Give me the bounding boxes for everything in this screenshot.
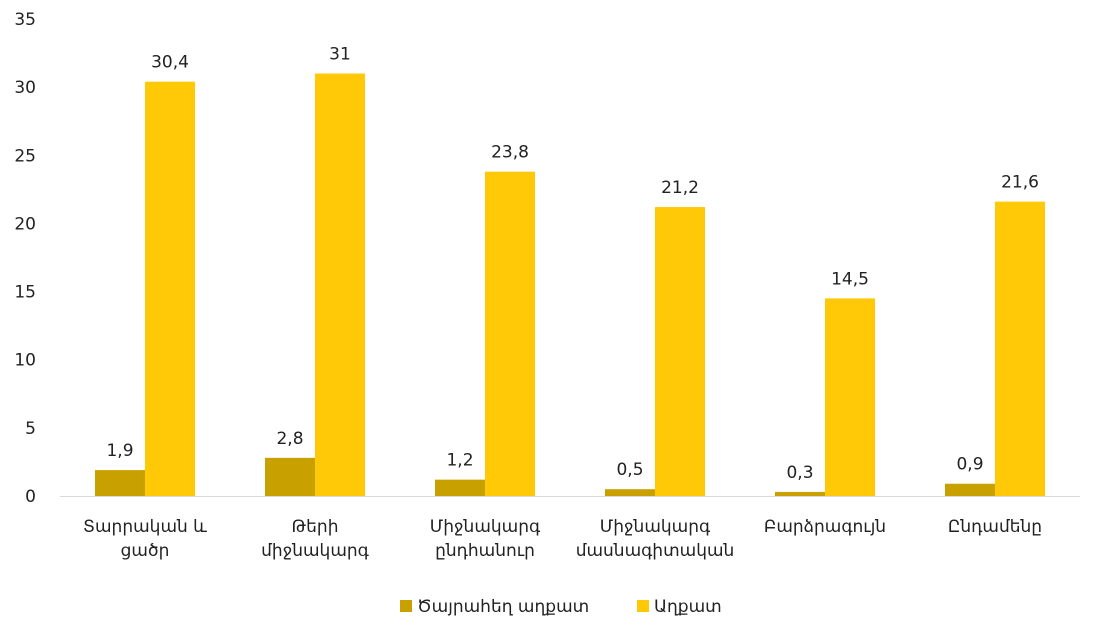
bar-extreme-poor — [605, 489, 655, 496]
category-label-line: ընդհանուր — [435, 541, 535, 561]
bar-extreme-poor — [265, 457, 315, 496]
bar-poor — [315, 73, 365, 496]
y-tick-label: 0 — [25, 487, 36, 507]
bars — [95, 73, 1045, 496]
data-label: 30,4 — [151, 53, 189, 73]
data-label: 23,8 — [491, 143, 529, 163]
category-label: Միջնակարգ մասնագիտական — [576, 517, 735, 561]
data-label: 1,2 — [446, 451, 473, 471]
y-tick-label: 5 — [25, 419, 36, 439]
bar-extreme-poor — [435, 479, 485, 496]
data-label: 2,8 — [276, 429, 303, 449]
data-label: 21,2 — [661, 178, 699, 198]
category-label-line: ցածր — [121, 541, 170, 561]
bar-poor — [485, 171, 535, 496]
data-label: 1,9 — [106, 441, 133, 461]
data-label: 0,3 — [786, 463, 813, 483]
category-label: Միջնակարգ ընդհանուր — [430, 517, 541, 561]
category-label-line: Տարրական և — [83, 517, 207, 537]
legend-label: Աղքատ — [654, 597, 722, 617]
y-tick-label: 25 — [14, 146, 36, 166]
data-label: 0,9 — [956, 455, 983, 475]
category-label: Տարրական և ցածր — [83, 517, 207, 561]
category-label-line: Ընդամենը — [948, 517, 1042, 537]
data-label: 21,6 — [1001, 173, 1039, 193]
y-tick-label: 20 — [14, 214, 36, 234]
bar-extreme-poor — [945, 483, 995, 496]
y-tick-label: 30 — [14, 78, 36, 98]
category-label: Բարձրագույն — [764, 517, 886, 537]
legend: Ծայրահեղ աղքատ Աղքատ — [400, 597, 722, 617]
x-axis: Տարրական և ցածր Թերի միջնակարգ Միջնակարգ ընդհ… — [60, 496, 1080, 561]
bar-extreme-poor — [775, 491, 825, 496]
data-label: 0,5 — [616, 460, 643, 480]
y-tick-label: 10 — [14, 351, 36, 371]
category-label-line: Միջնակարգ — [600, 517, 711, 537]
category-label-line: Միջնակարգ — [430, 517, 541, 537]
data-labels: 1,9 30,4 2,8 31 1,2 23,8 0,5 21,2 0,3 14,5 0,9 21,6 — [106, 45, 1038, 483]
data-label: 14,5 — [831, 269, 869, 289]
category-label-line: Թերի — [292, 517, 339, 537]
bar-poor — [145, 81, 195, 496]
bar-poor — [655, 207, 705, 496]
y-tick-label: 15 — [14, 283, 36, 303]
legend-swatch — [637, 600, 649, 612]
category-label: Թերի միջնակարգ — [261, 517, 370, 561]
category-label-line: միջնակարգ — [261, 541, 370, 561]
bar-extreme-poor — [95, 470, 145, 496]
data-label: 31 — [329, 45, 351, 65]
category-label: Ընդամենը — [948, 517, 1042, 537]
bar-poor — [995, 201, 1045, 496]
bar-poor — [825, 298, 875, 496]
y-axis: 0 5 10 15 20 25 30 35 — [14, 10, 36, 507]
y-tick-label: 35 — [14, 10, 36, 30]
category-label-line: մասնագիտական — [576, 541, 735, 561]
legend-label: Ծայրահեղ աղքատ — [417, 597, 589, 617]
category-label-line: Բարձրագույն — [764, 517, 886, 537]
legend-swatch — [400, 600, 412, 612]
